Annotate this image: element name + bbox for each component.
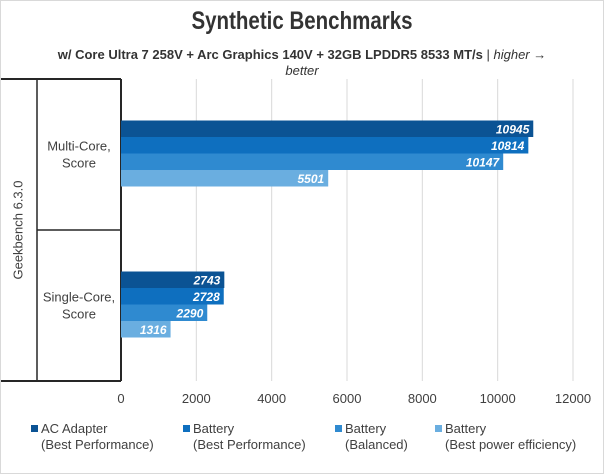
x-tick-label-5: 10000 xyxy=(480,391,516,406)
x-tick-label-2: 4000 xyxy=(257,391,286,406)
category-label-0-line-0: Multi-Core, xyxy=(47,139,111,154)
bar-1-3 xyxy=(121,321,171,338)
category-label-1-line-1: Score xyxy=(62,307,96,322)
legend-label-line2-2: (Balanced) xyxy=(345,437,408,452)
legend-label-line2-1: (Best Performance) xyxy=(193,437,306,452)
data-label-1-0: 2743 xyxy=(193,273,221,287)
data-label-1-2: 2290 xyxy=(176,306,204,320)
legend-label-line1-0: AC Adapter xyxy=(41,421,108,436)
legend-swatch-0 xyxy=(31,425,38,432)
x-tick-label-1: 2000 xyxy=(182,391,211,406)
data-label-1-1: 2728 xyxy=(192,290,220,304)
chart-subtitle: w/ Core Ultra 7 258V + Arc Graphics 140V… xyxy=(1,47,603,79)
subtitle-note-line2: better xyxy=(285,63,319,78)
subtitle-note: higher → xyxy=(493,47,547,62)
bar-1-1 xyxy=(121,288,224,305)
legend-label-line1-3: Battery xyxy=(445,421,487,436)
x-tick-label-0: 0 xyxy=(117,391,124,406)
x-tick-label-3: 6000 xyxy=(333,391,362,406)
subtitle-separator: | xyxy=(482,47,494,62)
data-label-0-1: 10814 xyxy=(491,139,525,153)
bar-0-0 xyxy=(121,120,534,137)
data-label-0-3: 5501 xyxy=(298,172,325,186)
x-tick-label-4: 8000 xyxy=(408,391,437,406)
x-tick-label-6: 12000 xyxy=(555,391,591,406)
category-label-0-line-1: Score xyxy=(62,156,96,171)
bar-1-0 xyxy=(121,271,225,288)
legend-label-1: Battery (Best Performance) xyxy=(193,421,306,453)
data-label-0-0: 10945 xyxy=(496,122,530,136)
category-label-1-line-0: Single-Core, xyxy=(43,290,115,305)
chart-legend: AC Adapter (Best Performance) Battery (Best… xyxy=(1,421,603,461)
data-label-0-2: 10147 xyxy=(466,155,501,169)
legend-swatch-3 xyxy=(435,425,442,432)
legend-label-line1-2: Battery xyxy=(345,421,387,436)
bar-0-1 xyxy=(121,137,529,154)
legend-swatch-2 xyxy=(335,425,342,432)
group-label: Geekbench 6.3.0 xyxy=(10,180,25,279)
legend-label-0: AC Adapter (Best Performance) xyxy=(41,421,154,453)
data-label-1-3: 1316 xyxy=(140,323,167,337)
bar-1-2 xyxy=(121,304,208,321)
bar-0-2 xyxy=(121,153,504,170)
legend-label-3: Battery (Best power efficiency) xyxy=(445,421,576,453)
legend-label-line2-3: (Best power efficiency) xyxy=(445,437,577,452)
subtitle-main: w/ Core Ultra 7 258V + Arc Graphics 140V… xyxy=(57,47,483,62)
legend-swatch-1 xyxy=(183,425,190,432)
legend-label-line2-0: (Best Performance) xyxy=(41,437,154,452)
chart-title: Synthetic Benchmarks xyxy=(191,7,413,35)
legend-label-2: Battery (Balanced) xyxy=(345,421,408,453)
bar-0-3 xyxy=(121,170,329,187)
legend-label-line1-1: Battery xyxy=(193,421,235,436)
